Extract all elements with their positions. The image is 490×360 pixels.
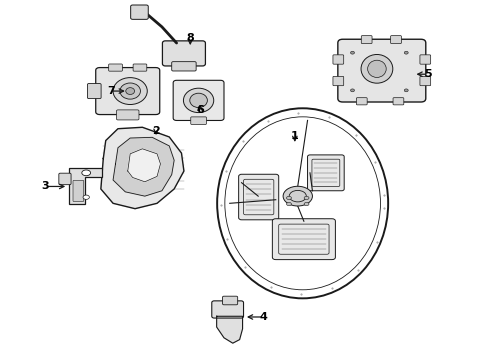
FancyBboxPatch shape: [393, 98, 404, 105]
Polygon shape: [217, 316, 243, 343]
FancyBboxPatch shape: [333, 55, 343, 64]
FancyBboxPatch shape: [272, 219, 335, 260]
FancyBboxPatch shape: [356, 98, 367, 105]
Ellipse shape: [368, 60, 386, 77]
FancyBboxPatch shape: [117, 110, 139, 120]
FancyBboxPatch shape: [131, 5, 148, 19]
Text: 5: 5: [424, 69, 432, 79]
FancyBboxPatch shape: [212, 301, 244, 318]
FancyBboxPatch shape: [162, 41, 205, 66]
FancyBboxPatch shape: [308, 155, 344, 191]
FancyBboxPatch shape: [59, 173, 71, 185]
Text: 4: 4: [260, 312, 268, 322]
FancyBboxPatch shape: [391, 36, 401, 44]
FancyBboxPatch shape: [361, 36, 372, 44]
FancyBboxPatch shape: [172, 62, 196, 71]
Text: 1: 1: [291, 131, 299, 141]
FancyBboxPatch shape: [420, 76, 431, 86]
Ellipse shape: [350, 89, 354, 92]
FancyBboxPatch shape: [133, 64, 147, 71]
Ellipse shape: [190, 93, 207, 108]
Ellipse shape: [83, 195, 89, 199]
FancyBboxPatch shape: [73, 180, 84, 202]
Ellipse shape: [283, 186, 313, 206]
Ellipse shape: [183, 88, 214, 113]
Text: 7: 7: [107, 86, 115, 96]
Polygon shape: [69, 168, 102, 204]
Ellipse shape: [304, 202, 309, 206]
Text: 8: 8: [186, 33, 194, 43]
Ellipse shape: [350, 51, 354, 54]
FancyBboxPatch shape: [420, 55, 431, 64]
FancyBboxPatch shape: [173, 80, 224, 121]
Ellipse shape: [287, 196, 292, 199]
Ellipse shape: [361, 54, 393, 83]
FancyBboxPatch shape: [338, 39, 426, 102]
Ellipse shape: [120, 83, 141, 99]
Ellipse shape: [287, 202, 292, 206]
Ellipse shape: [113, 78, 147, 104]
Text: 2: 2: [152, 126, 160, 135]
FancyBboxPatch shape: [96, 68, 160, 114]
Ellipse shape: [404, 89, 408, 92]
Ellipse shape: [304, 196, 309, 199]
Text: 6: 6: [196, 105, 204, 115]
FancyBboxPatch shape: [109, 64, 122, 71]
Polygon shape: [113, 137, 174, 196]
FancyBboxPatch shape: [191, 117, 206, 125]
Ellipse shape: [404, 51, 408, 54]
Polygon shape: [101, 127, 184, 209]
Polygon shape: [128, 149, 160, 182]
FancyBboxPatch shape: [222, 296, 238, 305]
Ellipse shape: [82, 170, 91, 176]
FancyBboxPatch shape: [239, 174, 279, 220]
FancyBboxPatch shape: [333, 76, 343, 86]
FancyBboxPatch shape: [87, 84, 101, 99]
Text: 3: 3: [41, 181, 49, 192]
Ellipse shape: [126, 87, 135, 94]
